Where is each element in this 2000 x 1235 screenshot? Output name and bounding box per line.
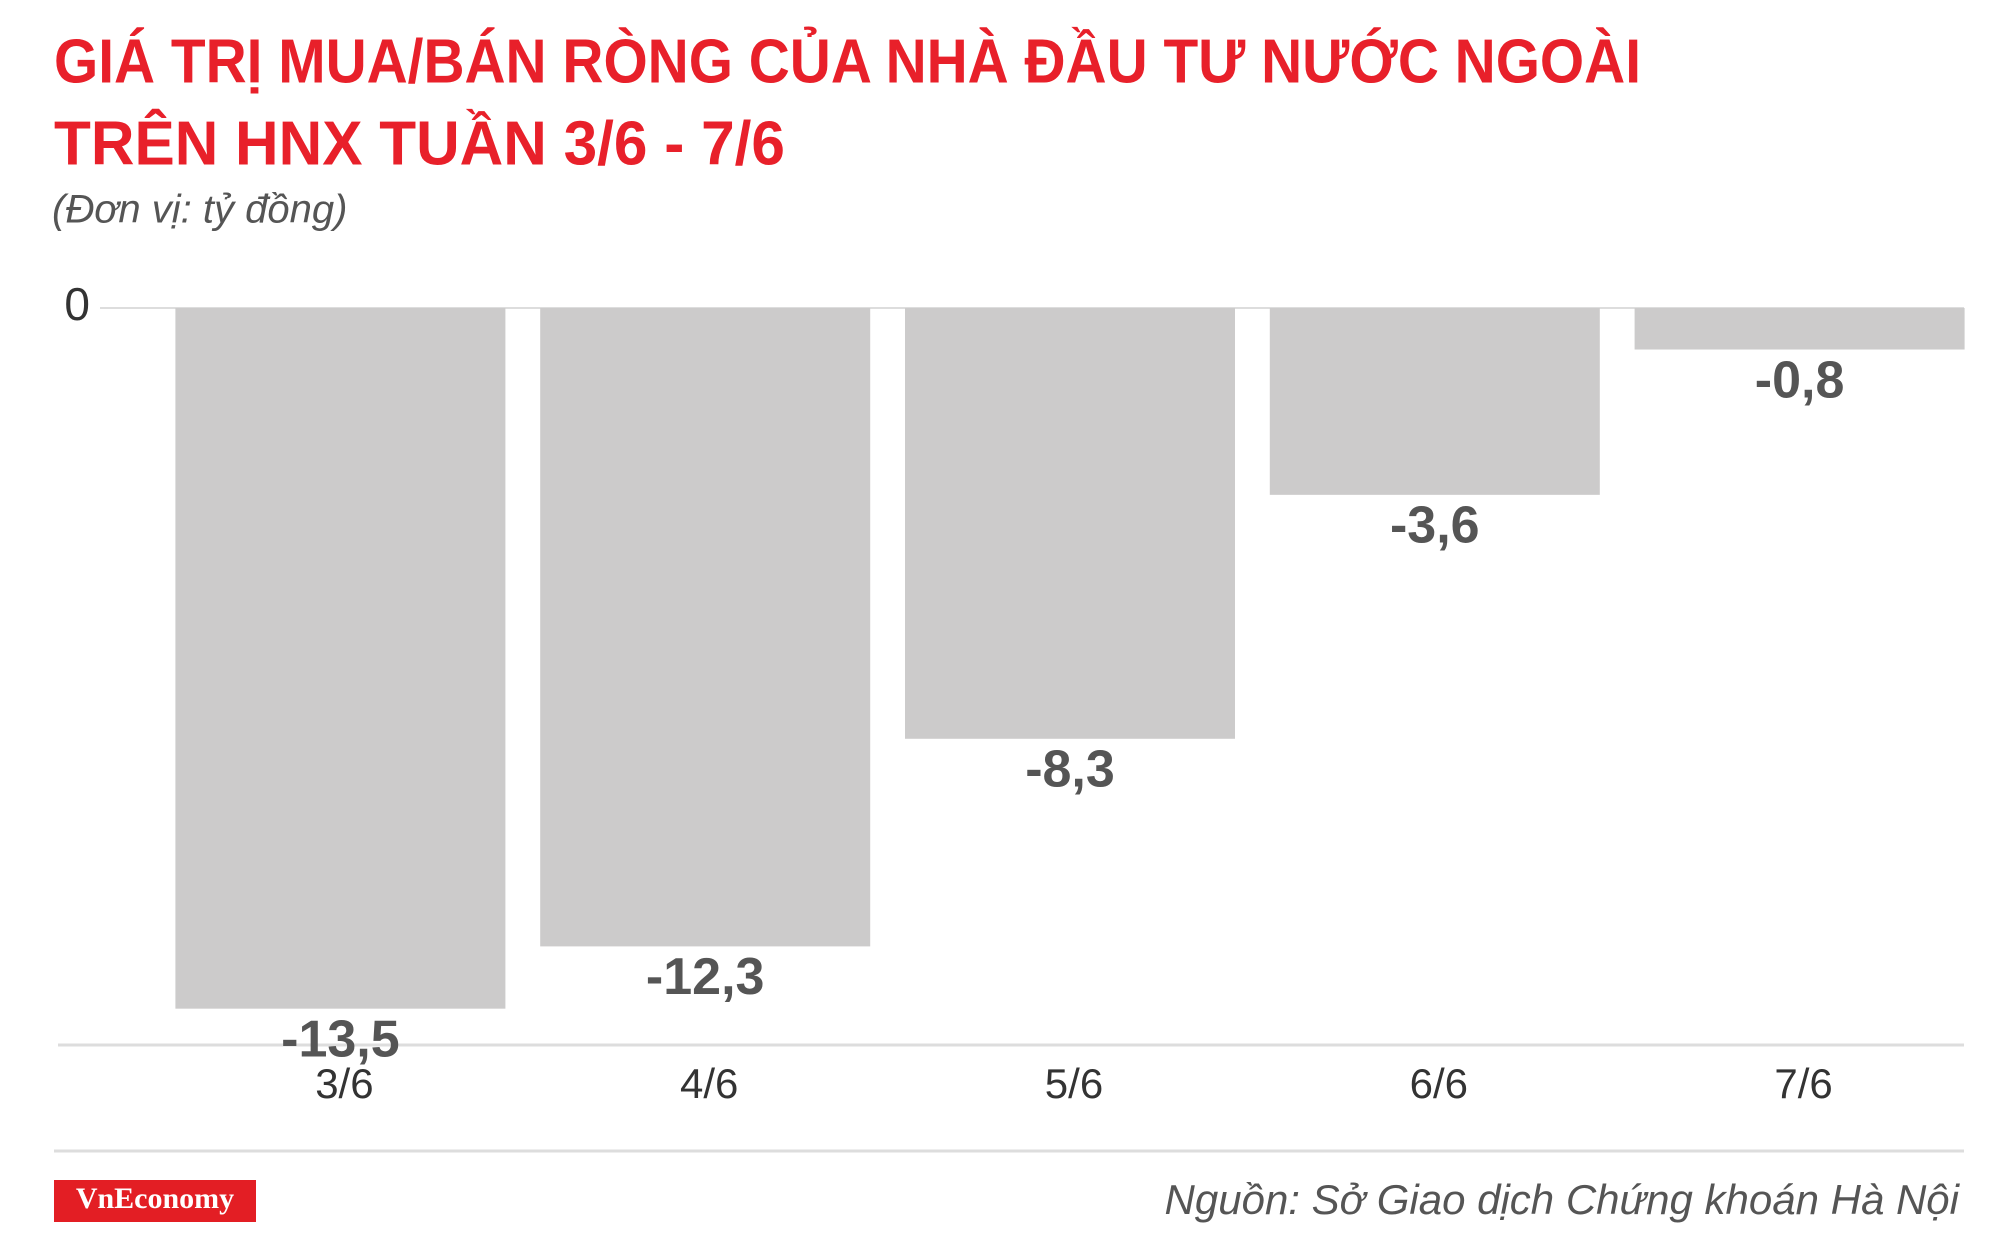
x-tick-label: 5/6 (1045, 1060, 1103, 1107)
brand-box (54, 1180, 256, 1222)
chart-subtitle: (Đơn vị: tỷ đồng) (52, 188, 347, 232)
value-label: -3,6 (1390, 497, 1480, 555)
y-tick-label: 0 (64, 278, 90, 330)
brand: VnEconomy (76, 1182, 234, 1215)
bar (175, 308, 506, 1009)
chart-title: GIÁ TRỊ MUA/BÁN RÒNG CỦA NHÀ ĐẦU TƯ NƯỚC… (54, 27, 1641, 96)
bar (540, 308, 871, 947)
bar (905, 308, 1235, 739)
x-tick-label: 7/6 (1774, 1060, 1832, 1107)
value-label: -8,3 (1025, 741, 1115, 799)
chart-title: TRÊN HNX TUẦN 3/6 - 7/6 (54, 109, 785, 178)
x-tick-label: 6/6 (1410, 1060, 1468, 1107)
x-tick-label: 3/6 (315, 1060, 373, 1107)
value-label: -13,5 (281, 1010, 400, 1068)
value-label: -12,3 (646, 948, 765, 1006)
x-tick-label: 4/6 (680, 1060, 738, 1107)
value-label: -0,8 (1755, 351, 1845, 409)
bar (1269, 308, 1600, 495)
source: Nguồn: Sở Giao dịch Chứng khoán Hà Nội (1165, 1176, 1961, 1223)
bar (1634, 308, 1965, 350)
